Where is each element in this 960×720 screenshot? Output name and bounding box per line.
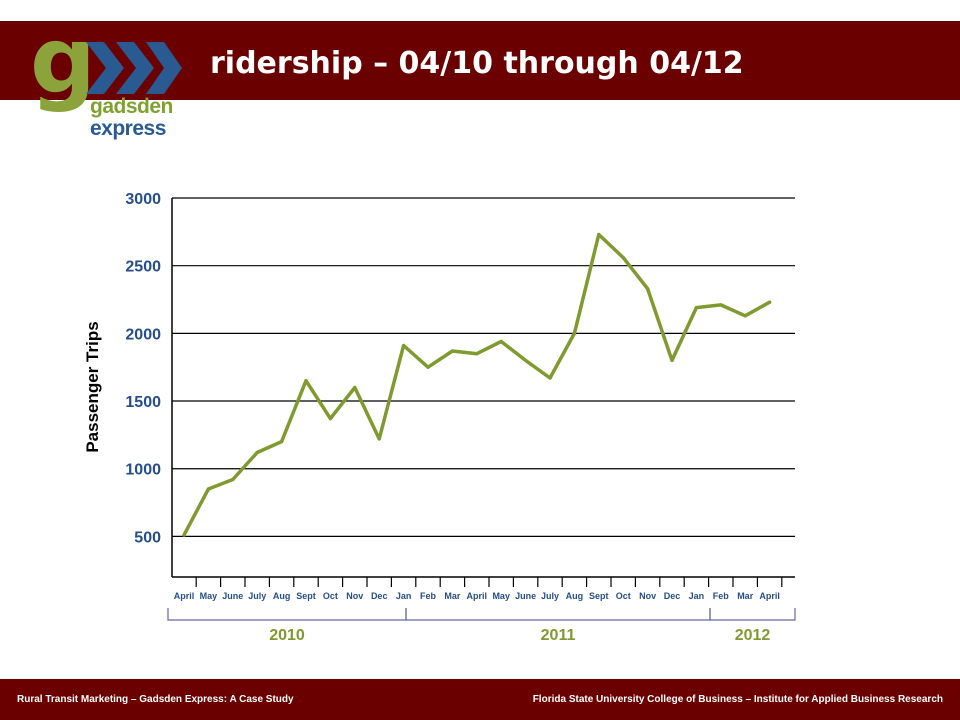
data-point xyxy=(743,314,747,318)
x-tick-label: May xyxy=(492,591,510,601)
data-point xyxy=(572,331,577,335)
data-point xyxy=(353,385,357,390)
y-tick-label: 500 xyxy=(134,529,161,546)
series xyxy=(182,232,772,537)
data-point xyxy=(694,306,699,310)
x-tick-label: Mar xyxy=(444,591,461,601)
y-tick-label: 3000 xyxy=(125,191,161,208)
y-tick-label: 1000 xyxy=(125,462,161,479)
slide-title: ridership – 04/10 through 04/12 xyxy=(210,46,744,81)
data-point xyxy=(524,358,528,363)
year-bracket xyxy=(405,608,711,621)
data-point xyxy=(768,300,772,304)
data-point xyxy=(182,533,186,537)
year-brackets: 2010 2011 2012 xyxy=(167,608,796,644)
x-tick-label: April xyxy=(467,591,488,601)
x-tick-label: Jan xyxy=(396,591,412,601)
year-label: 2012 xyxy=(735,627,771,644)
y-tick-label: 2500 xyxy=(125,259,161,276)
axes xyxy=(171,198,795,587)
data-point xyxy=(499,339,503,344)
year-label: 2011 xyxy=(541,627,576,644)
logo-chevrons-icon xyxy=(86,42,182,94)
x-tick-label: April xyxy=(174,591,195,601)
data-point xyxy=(670,358,674,363)
x-tick-label: June xyxy=(515,591,536,601)
y-tick-label: 1500 xyxy=(125,394,161,411)
series-line xyxy=(182,232,772,537)
x-tick-label: April xyxy=(759,591,780,601)
year-bracket xyxy=(709,608,796,621)
x-tick-label: Dec xyxy=(371,591,388,601)
data-point xyxy=(328,417,332,421)
x-tick-label: Sept xyxy=(296,591,316,601)
y-tick-label: 2000 xyxy=(125,326,161,343)
x-tick-label: Jan xyxy=(689,591,705,601)
data-point xyxy=(280,440,284,444)
data-point xyxy=(719,303,723,307)
logo-word-express: express xyxy=(90,117,166,140)
x-tick-label: May xyxy=(200,591,218,601)
data-point xyxy=(206,487,210,491)
y-tick-labels: 500 1000 1500 2000 2500 3000 xyxy=(125,191,161,546)
x-tick-label: Feb xyxy=(420,591,437,601)
data-point xyxy=(231,477,235,482)
data-point xyxy=(450,349,454,353)
x-tick-label: Nov xyxy=(639,591,656,601)
data-point xyxy=(426,365,430,369)
data-point xyxy=(255,450,259,455)
footer-left-text: Rural Transit Marketing – Gadsden Expres… xyxy=(17,694,294,705)
x-tick-labels: April May June July Aug Sept Oct Nov Dec Jan Feb Ma… xyxy=(174,591,780,601)
x-tick-label: Oct xyxy=(323,591,338,601)
data-point xyxy=(597,232,601,237)
x-tick-label: Aug xyxy=(273,591,291,601)
data-point xyxy=(304,379,308,383)
x-tick-label: Dec xyxy=(664,591,681,601)
x-tick-label: July xyxy=(248,591,266,601)
gadsden-express-logo: g gadsden express xyxy=(26,7,186,144)
data-point xyxy=(548,376,552,380)
x-tick-label: June xyxy=(222,591,243,601)
x-tick-label: Feb xyxy=(713,591,730,601)
x-tick-label: Aug xyxy=(566,591,584,601)
x-tick-label: Oct xyxy=(616,591,631,601)
year-label: 2010 xyxy=(269,627,305,644)
logo-word-gadsden: gadsden xyxy=(90,95,173,118)
logo-g-letter: g xyxy=(30,7,96,114)
data-point xyxy=(621,255,625,260)
year-bracket xyxy=(167,608,407,621)
x-tick-label: Nov xyxy=(346,591,363,601)
data-point xyxy=(402,343,406,348)
x-tick-label: Mar xyxy=(737,591,754,601)
y-axis-label: Passenger Trips xyxy=(83,321,102,452)
x-tick-label: Sept xyxy=(589,591,609,601)
data-point xyxy=(475,352,479,356)
x-tick-label: July xyxy=(541,591,559,601)
footer-bar: Rural Transit Marketing – Gadsden Expres… xyxy=(0,679,960,720)
data-point xyxy=(377,437,381,441)
gridlines xyxy=(172,197,795,537)
footer-right-text: Florida State University College of Busi… xyxy=(532,694,943,705)
data-point xyxy=(646,287,650,291)
